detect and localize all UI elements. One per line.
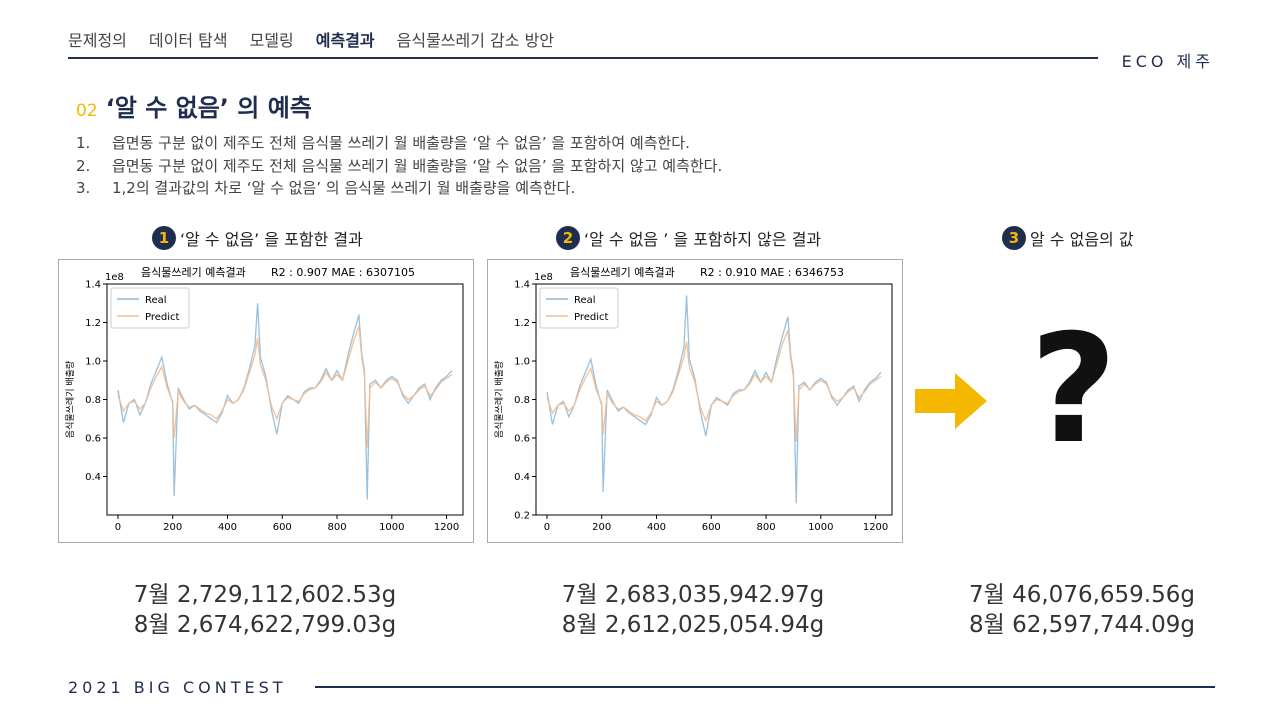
- nav-item-prediction-results[interactable]: 예측결과: [315, 31, 375, 50]
- y-tick-label: 1.2: [514, 318, 530, 329]
- section-number: 02: [76, 101, 98, 121]
- footer-label: 2021 BIG CONTEST: [68, 678, 287, 697]
- nav-item-modeling[interactable]: 모델링: [249, 31, 294, 50]
- nav-item-reduction-plan[interactable]: 음식물쓰레기 감소 방안: [396, 31, 555, 50]
- caption-without-unknown: 2 ‘알 수 없음 ’ 을 포함하지 않은 결과: [556, 226, 821, 250]
- y-tick-label: 1.2: [85, 318, 101, 329]
- step-number: 1.: [76, 134, 91, 152]
- caption-text: ‘알 수 없음 ’ 을 포함하지 않은 결과: [584, 230, 822, 249]
- caption-text: 알 수 없음의 값: [1030, 230, 1134, 249]
- nav-item-problem[interactable]: 문제정의: [68, 31, 127, 50]
- step-badge: 2: [556, 226, 580, 250]
- bottom-divider: [315, 686, 1215, 688]
- result-august: 8월 2,612,025,054.94g: [561, 612, 825, 638]
- nav-item-data-exploration[interactable]: 데이터 탐색: [148, 31, 228, 50]
- y-tick-label: 0.2: [514, 511, 530, 522]
- result-with-unknown: 7월 2,729,112,602.53g 8월 2,674,622,799.03…: [115, 580, 415, 640]
- section-title: ‘알 수 없음’ 의 예측: [105, 94, 312, 122]
- x-tick-label: 600: [702, 522, 721, 533]
- legend-box: [539, 287, 619, 329]
- x-tick-label: 1000: [808, 522, 833, 533]
- y-tick-label: 0.8: [514, 395, 530, 406]
- x-tick-label: 1000: [379, 522, 404, 533]
- step-item: 3. 1,2의 결과값의 차로 ‘알 수 없음’ 의 음식물 쓰레기 월 배출량…: [76, 177, 722, 200]
- series-line-real: [117, 303, 453, 500]
- result-august: 8월 62,597,744.09g: [969, 612, 1195, 638]
- x-tick-label: 200: [592, 522, 611, 533]
- legend-box: [110, 287, 190, 329]
- result-july: 7월 2,683,035,942.97g: [561, 582, 825, 608]
- legend-label: Predict: [145, 312, 180, 323]
- top-divider: [68, 57, 1098, 59]
- y-tick-label: 1.0: [85, 357, 101, 368]
- y-multiplier-label: 1e8: [105, 272, 124, 283]
- section-heading: 02 ‘알 수 없음’ 의 예측: [76, 88, 312, 123]
- y-tick-label: 1.0: [514, 357, 530, 368]
- x-tick-label: 800: [756, 522, 775, 533]
- prediction-chart-without-unknown: 0 200 400 600 800 1000 1200 0.2 0.4 0.6 0.8 1.0 1.2 1…: [493, 266, 893, 533]
- prediction-chart-with-unknown: 0 200 400 600 800 1000 1200 0.4 0.6 0.8 1.0 1.2 1.4 1…: [64, 266, 464, 533]
- y-tick-label: 1.4: [85, 280, 101, 291]
- series-line-predict: [546, 329, 882, 442]
- chart-title: 음식물쓰레기 예측결과: [141, 266, 246, 279]
- arrow-right-icon: [915, 373, 987, 429]
- y-tick-label: 1.4: [514, 280, 530, 291]
- step-item: 1. 읍면동 구분 없이 제주도 전체 음식물 쓰레기 월 배출량을 ‘알 수 …: [76, 132, 722, 155]
- chart-panel-2: 0 200 400 600 800 1000 1200 0.2 0.4 0.6 0.8 1.0 1.2 1…: [487, 259, 903, 543]
- caption-unknown-value: 3 알 수 없음의 값: [1002, 226, 1134, 250]
- step-text: 1,2의 결과값의 차로 ‘알 수 없음’ 의 음식물 쓰레기 월 배출량을 예…: [112, 179, 576, 197]
- y-tick-label: 0.8: [85, 395, 101, 406]
- legend-label: Predict: [574, 312, 609, 323]
- y-multiplier-label: 1e8: [534, 272, 553, 283]
- step-list: 1. 읍면동 구분 없이 제주도 전체 음식물 쓰레기 월 배출량을 ‘알 수 …: [76, 132, 722, 200]
- chart-title: 음식물쓰레기 예측결과: [570, 266, 675, 279]
- y-tick-label: 0.4: [85, 472, 101, 483]
- top-nav: 문제정의 데이터 탐색 모델링 예측결과 음식물쓰레기 감소 방안: [68, 27, 554, 51]
- x-tick-label: 800: [327, 522, 346, 533]
- chart-metrics: R2 : 0.910 MAE : 6346753: [700, 266, 844, 279]
- chart-metrics: R2 : 0.907 MAE : 6307105: [271, 266, 415, 279]
- result-july: 7월 46,076,659.56g: [969, 582, 1195, 608]
- x-tick-label: 1200: [434, 522, 459, 533]
- y-tick-label: 0.4: [514, 472, 530, 483]
- x-tick-label: 0: [544, 522, 550, 533]
- result-august: 8월 2,674,622,799.03g: [133, 612, 397, 638]
- step-item: 2. 읍면동 구분 없이 제주도 전체 음식물 쓰레기 월 배출량을 ‘알 수 …: [76, 155, 722, 178]
- chart-panel-1: 0 200 400 600 800 1000 1200 0.4 0.6 0.8 1.0 1.2 1.4 1…: [58, 259, 474, 543]
- result-unknown: 7월 46,076,659.56g 8월 62,597,744.09g: [932, 580, 1232, 640]
- x-tick-label: 400: [218, 522, 237, 533]
- step-text: 읍면동 구분 없이 제주도 전체 음식물 쓰레기 월 배출량을 ‘알 수 없음’…: [112, 134, 690, 152]
- x-tick-label: 600: [273, 522, 292, 533]
- legend-label: Real: [574, 295, 596, 306]
- step-number: 3.: [76, 179, 91, 197]
- y-axis-label: 음식물쓰레기 배출량: [64, 361, 76, 438]
- x-tick-label: 400: [647, 522, 666, 533]
- result-july: 7월 2,729,112,602.53g: [133, 582, 397, 608]
- result-without-unknown: 7월 2,683,035,942.97g 8월 2,612,025,054.94…: [543, 580, 843, 640]
- y-tick-label: 0.6: [514, 434, 530, 445]
- caption-text: ‘알 수 없음’ 을 포함한 결과: [180, 230, 363, 249]
- caption-with-unknown: 1 ‘알 수 없음’ 을 포함한 결과: [152, 226, 363, 250]
- step-number: 2.: [76, 156, 91, 175]
- step-badge: 1: [152, 226, 176, 250]
- question-mark-icon: ?: [1030, 303, 1118, 477]
- brand-label: ECO 제주: [1121, 52, 1214, 71]
- y-axis-label: 음식물쓰레기 배출량: [493, 361, 505, 438]
- x-tick-label: 1200: [863, 522, 888, 533]
- legend-label: Real: [145, 295, 167, 306]
- x-tick-label: 0: [115, 522, 121, 533]
- step-badge: 3: [1002, 226, 1026, 250]
- y-tick-label: 0.6: [85, 434, 101, 445]
- series-line-predict: [117, 326, 453, 448]
- x-tick-label: 200: [163, 522, 182, 533]
- step-text: 읍면동 구분 없이 제주도 전체 음식물 쓰레기 월 배출량을 ‘알 수 없음’…: [112, 156, 723, 175]
